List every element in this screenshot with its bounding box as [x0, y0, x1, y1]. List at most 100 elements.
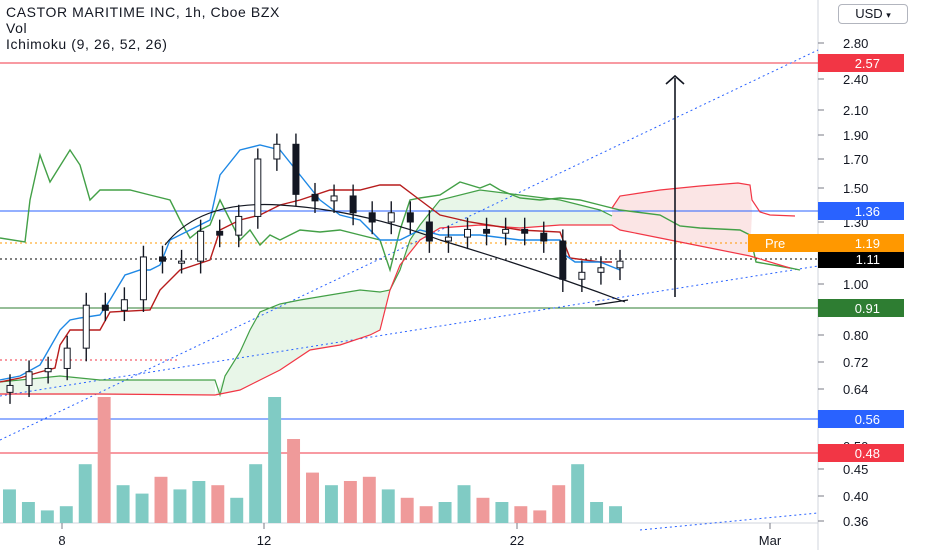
x-tick-label: 22 [510, 533, 524, 548]
y-tick-label: 0.45 [843, 462, 868, 477]
volume-bar [154, 476, 168, 523]
y-tick-label: 0.80 [843, 328, 868, 343]
y-tick-label: 2.40 [843, 72, 868, 87]
candle-body [6, 384, 14, 393]
level-tag-0-91 [818, 299, 904, 317]
candle-body [425, 221, 433, 242]
volume-bar [3, 489, 16, 523]
chevron-down-icon: ▾ [886, 10, 891, 20]
lower-trendline [0, 265, 819, 397]
candle-body [559, 240, 567, 280]
level-tag-label: 0.56 [855, 412, 880, 427]
level-tag-label: 1.36 [855, 204, 880, 219]
candle-body [63, 347, 71, 369]
volume-bar [97, 397, 111, 523]
pre-market-value: 1.19 [855, 236, 880, 251]
volume-series [3, 397, 622, 523]
volume-bar [78, 464, 92, 523]
pre-market-tag [748, 234, 904, 252]
volume-bar [324, 485, 338, 523]
candle-body [521, 228, 529, 234]
candle-body [235, 215, 243, 236]
volume-bar [135, 493, 149, 523]
price-axis-panel [818, 0, 932, 550]
candle-body [578, 271, 586, 280]
candle-body [120, 299, 128, 311]
candle-body [616, 260, 624, 269]
y-tick-label: 0.72 [843, 355, 868, 370]
volume-bar [249, 464, 263, 523]
bottom-trendline [639, 512, 819, 531]
candle-body [197, 230, 205, 262]
volume-indicator-label: Vol [6, 20, 28, 36]
senkou-span-a-future [611, 182, 796, 217]
candle-body [159, 256, 166, 262]
senkou-span-b [0, 224, 791, 396]
volume-bar [362, 476, 376, 523]
level-tag-label: 0.48 [855, 446, 880, 461]
volume-bar [476, 497, 490, 523]
volume-bar [457, 485, 471, 523]
pattern-base-line [594, 299, 629, 306]
volume-bar [211, 485, 225, 523]
level-tag-1-11 [818, 250, 904, 268]
candle-body [406, 212, 414, 223]
candle-body [273, 143, 281, 160]
volume-bar [306, 472, 319, 523]
volume-bar [268, 397, 282, 523]
currency-selector[interactable]: USD ▾ [838, 4, 908, 24]
ichimoku-cloud-green-left [215, 190, 612, 395]
volume-bar [609, 506, 622, 523]
volume-bar [230, 497, 244, 523]
candle-body [444, 236, 452, 242]
candle-body [82, 304, 90, 349]
y-tick-label: 0.64 [843, 382, 868, 397]
candle-body [292, 143, 300, 195]
candle-body [139, 256, 147, 301]
level-tag-label: 2.57 [855, 56, 880, 71]
candle-body [483, 228, 491, 234]
ichimoku-cloud-red [612, 183, 752, 256]
ichimoku-indicator-label: Ichimoku (9, 26, 52, 26) [6, 36, 168, 52]
chart-title: CASTOR MARITIME INC, 1h, Cboe BZX [6, 4, 280, 20]
volume-bar [514, 506, 528, 523]
volume-bar [533, 510, 547, 523]
level-tag-0-48 [818, 444, 904, 462]
y-tick-label: 0.40 [843, 489, 868, 504]
candle-body [101, 304, 109, 311]
ichimoku-cloud-green-small [0, 376, 215, 395]
candle-body [368, 212, 376, 223]
volume-bar [381, 489, 395, 523]
target-arrow-head [665, 74, 685, 85]
y-tick-label: 1.90 [843, 128, 868, 143]
level-tag-2-57 [818, 54, 904, 72]
level-tag-1-36 [818, 202, 904, 220]
candle-body [311, 193, 319, 202]
candle-body [25, 371, 33, 386]
volume-bar [287, 439, 301, 523]
volume-bar [59, 506, 73, 523]
pre-market-label: Pre [765, 236, 785, 251]
candle-body [330, 195, 338, 202]
candle-body [502, 228, 510, 234]
volume-bar [495, 502, 509, 523]
y-tick-label: 2.10 [843, 103, 868, 118]
x-tick-label: 12 [257, 533, 271, 548]
candle-body [216, 230, 224, 236]
volume-bar [590, 502, 604, 523]
candle-body [597, 267, 605, 273]
candlestick-series [6, 133, 624, 404]
volume-bar [438, 502, 452, 523]
volume-bar [419, 506, 433, 523]
senkou-span-a [0, 189, 613, 398]
level-tag-label: 1.11 [856, 252, 880, 267]
volume-bar [21, 502, 35, 523]
volume-bar [40, 510, 54, 523]
y-tick-label: 1.00 [843, 277, 868, 292]
tenkan-sen-line [0, 144, 621, 381]
y-tick-label: 1.50 [843, 181, 868, 196]
candle-body [178, 260, 186, 264]
candle-body [349, 195, 357, 214]
y-tick-label: 2.80 [843, 36, 868, 51]
